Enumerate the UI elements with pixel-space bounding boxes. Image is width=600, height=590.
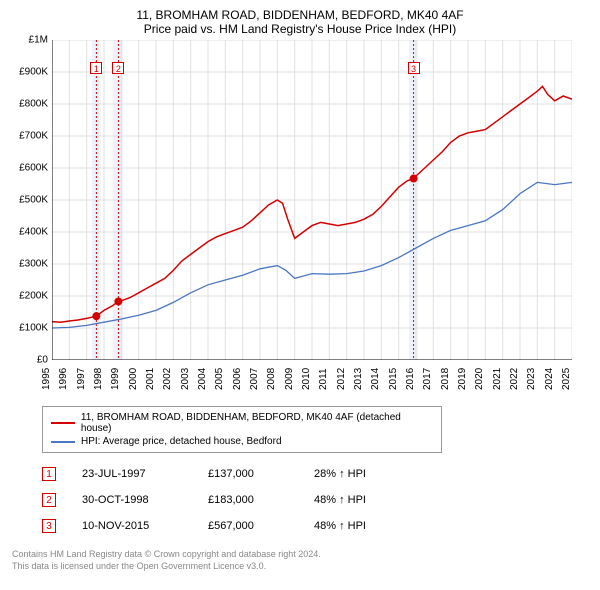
x-tick-label: 2003 [180,368,191,390]
sale-marker-3: 3 [408,62,420,74]
sales-pct: 48% ↑ HPI [314,520,414,532]
x-tick-label: 2004 [197,368,208,390]
sales-row: 3 10-NOV-2015 £567,000 48% ↑ HPI [42,513,588,539]
sales-date: 10-NOV-2015 [82,520,182,532]
x-tick-label: 2006 [232,368,243,390]
chart-svg [52,40,572,360]
x-tick-label: 2022 [509,368,520,390]
legend: 11, BROMHAM ROAD, BIDDENHAM, BEDFORD, MK… [42,406,442,453]
sales-pct: 48% ↑ HPI [314,494,414,506]
legend-swatch [51,441,75,443]
sale-marker-1: 1 [90,62,102,74]
chart-title-block: 11, BROMHAM ROAD, BIDDENHAM, BEDFORD, MK… [12,8,588,36]
footer-line-2: This data is licensed under the Open Gov… [12,561,588,573]
legend-label: HPI: Average price, detached house, Bedf… [81,436,282,447]
y-tick-label: £600K [19,163,48,174]
y-tick-label: £100K [19,323,48,334]
sales-price: £567,000 [208,520,288,532]
x-axis: 1995199619971998199920002001200220032004… [52,360,572,400]
x-tick-label: 2001 [145,368,156,390]
legend-item: 11, BROMHAM ROAD, BIDDENHAM, BEDFORD, MK… [51,411,433,435]
x-tick-label: 2023 [526,368,537,390]
sales-row: 2 30-OCT-1998 £183,000 48% ↑ HPI [42,487,588,513]
plot-area: 12 3 [52,40,572,360]
y-tick-label: £1M [29,35,48,46]
x-tick-label: 2024 [544,368,555,390]
sales-number: 1 [42,467,56,481]
x-tick-label: 2009 [284,368,295,390]
sales-row: 1 23-JUL-1997 £137,000 28% ↑ HPI [42,461,588,487]
x-tick-label: 2017 [422,368,433,390]
y-tick-label: £400K [19,227,48,238]
x-tick-label: 2020 [474,368,485,390]
x-tick-label: 2007 [249,368,260,390]
sales-number: 2 [42,493,56,507]
footer-line-1: Contains HM Land Registry data © Crown c… [12,549,588,561]
y-tick-label: £200K [19,291,48,302]
x-tick-label: 1997 [76,368,87,390]
x-tick-label: 2015 [388,368,399,390]
legend-label: 11, BROMHAM ROAD, BIDDENHAM, BEDFORD, MK… [81,412,433,434]
y-tick-label: £300K [19,259,48,270]
x-tick-label: 2005 [214,368,225,390]
y-tick-label: £0 [37,355,48,366]
x-tick-label: 2021 [492,368,503,390]
sales-number: 3 [42,519,56,533]
x-tick-label: 2025 [561,368,572,390]
legend-swatch [51,422,75,424]
x-tick-label: 2012 [336,368,347,390]
sale-marker-2: 2 [112,62,124,74]
sales-date: 23-JUL-1997 [82,468,182,480]
chart-area: £0 £100K £200K £300K £400K £500K £600K £700K £80… [12,40,588,400]
title-line-1: 11, BROMHAM ROAD, BIDDENHAM, BEDFORD, MK… [12,8,588,22]
sales-date: 30-OCT-1998 [82,494,182,506]
sales-pct: 28% ↑ HPI [314,468,414,480]
sales-table: 1 23-JUL-1997 £137,000 28% ↑ HPI 2 30-OCT-199… [42,461,588,539]
x-tick-label: 2000 [128,368,139,390]
x-tick-label: 2018 [440,368,451,390]
x-tick-label: 2019 [457,368,468,390]
x-tick-label: 2002 [162,368,173,390]
x-tick-label: 2013 [353,368,364,390]
x-tick-label: 2008 [266,368,277,390]
x-tick-label: 1995 [41,368,52,390]
y-tick-label: £900K [19,67,48,78]
x-tick-label: 1998 [93,368,104,390]
y-tick-label: £500K [19,195,48,206]
x-tick-label: 2016 [405,368,416,390]
y-tick-label: £800K [19,99,48,110]
y-tick-label: £700K [19,131,48,142]
x-tick-label: 1996 [58,368,69,390]
sales-price: £137,000 [208,468,288,480]
x-tick-label: 2014 [370,368,381,390]
y-axis: £0£100K£200K£300K£400K£500K£600K£700K£80… [12,40,52,360]
x-tick-label: 2011 [319,368,330,390]
x-tick-label: 1999 [110,368,121,390]
footer: Contains HM Land Registry data © Crown c… [12,549,588,572]
sales-price: £183,000 [208,494,288,506]
legend-item: HPI: Average price, detached house, Bedf… [51,435,433,448]
x-tick-label: 2010 [301,368,312,390]
title-line-2: Price paid vs. HM Land Registry's House … [12,22,588,36]
